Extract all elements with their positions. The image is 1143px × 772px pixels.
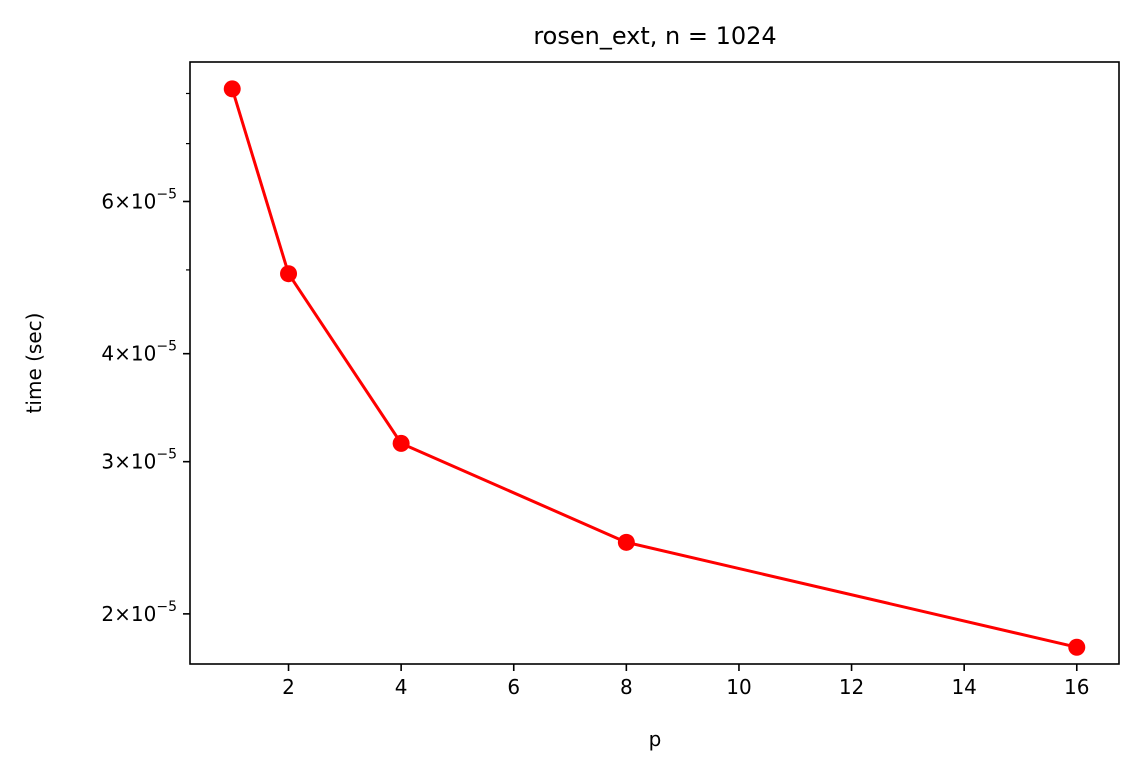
data-point bbox=[1068, 638, 1086, 656]
x-tick-label: 14 bbox=[951, 675, 976, 699]
x-tick-label: 10 bbox=[726, 675, 751, 699]
x-tick-label: 6 bbox=[507, 675, 520, 699]
plot-area bbox=[189, 61, 1120, 665]
x-tick-label: 2 bbox=[282, 675, 295, 699]
data-point bbox=[280, 265, 298, 283]
y-axis-label: time (sec) bbox=[22, 313, 46, 414]
plot-frame bbox=[189, 61, 1120, 665]
data-point bbox=[392, 434, 410, 452]
x-axis-label: p bbox=[649, 727, 662, 751]
x-tick-label: 12 bbox=[839, 675, 864, 699]
series-layer bbox=[223, 80, 1086, 656]
x-tick-label: 16 bbox=[1064, 675, 1089, 699]
data-point bbox=[617, 533, 635, 551]
x-tick-label: 8 bbox=[620, 675, 633, 699]
x-axis: 2 4 6 8 10 12 14 16 bbox=[282, 664, 1089, 699]
chart-title: rosen_ext, n = 1024 bbox=[533, 22, 776, 50]
data-point bbox=[223, 80, 241, 98]
x-tick-label: 4 bbox=[395, 675, 408, 699]
